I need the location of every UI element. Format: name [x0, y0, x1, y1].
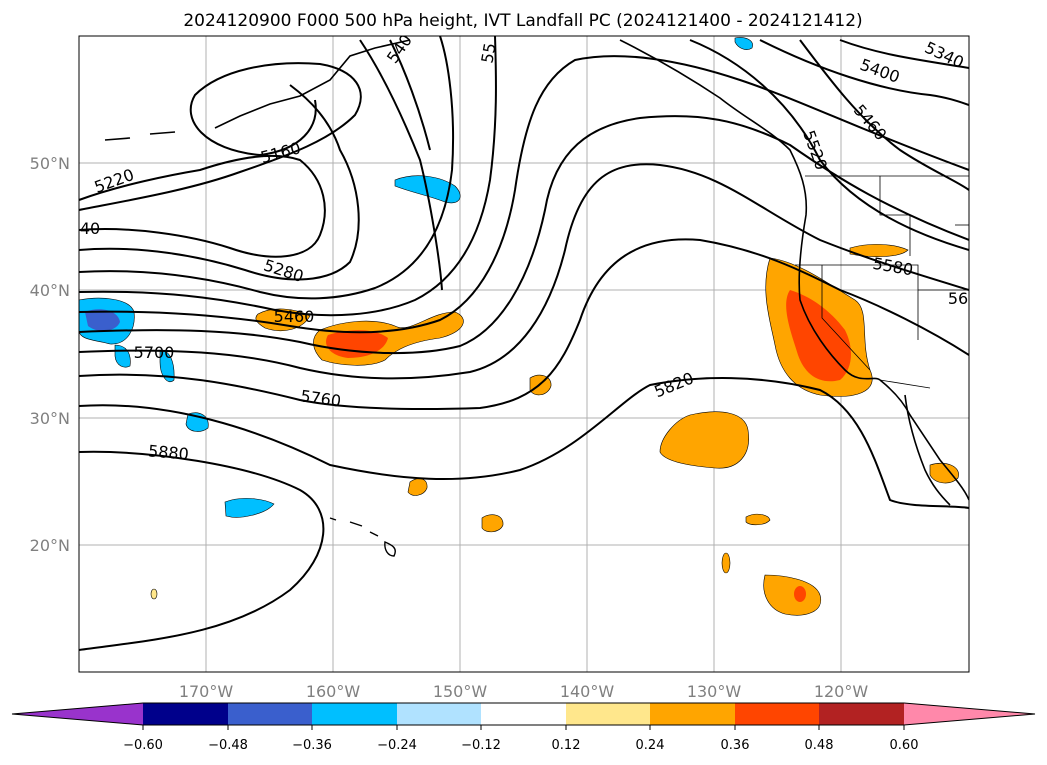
height-contour	[79, 238, 969, 411]
height-contour	[79, 36, 497, 317]
us-mexico-border	[879, 379, 931, 389]
height-contour	[79, 55, 969, 334]
lon-tick-label: 120°W	[814, 682, 869, 701]
state-border	[879, 176, 911, 256]
state-border	[795, 264, 919, 340]
height-contour	[79, 62, 362, 211]
ivt-positive-region	[763, 574, 822, 616]
ivt-positive-region	[659, 411, 749, 469]
ivt-positive-region	[326, 330, 388, 358]
colorbar: −0.60 −0.48 −0.36 −0.24 −0.12 0.12 0.24 …	[11, 702, 1036, 753]
ivt-positive-region	[481, 514, 504, 533]
colorbar-tick-label: 0.60	[890, 738, 919, 753]
height-contour	[839, 39, 969, 69]
contour-label: 5700	[134, 343, 175, 362]
lon-tick-labels: 170°W 160°W 150°W 140°W 130°W 120°W	[179, 682, 869, 701]
colorbar-tick-label: −0.60	[123, 738, 163, 753]
ivt-positive-region	[721, 552, 731, 574]
colorbar-tick-label: −0.36	[292, 738, 332, 753]
ivt-negative-region	[159, 349, 175, 382]
hawaii-islands	[329, 517, 396, 557]
colorbar-tick-label: 0.48	[805, 738, 834, 753]
colorbar-swatch	[397, 703, 481, 725]
colorbar-swatch	[312, 703, 397, 725]
contour-label: 55	[477, 41, 499, 64]
colorbar-tick-label: 0.24	[636, 738, 665, 753]
ivt-positive-region	[150, 588, 158, 600]
ivt-negative-region	[85, 309, 120, 331]
colorbar-tick-label: −0.48	[208, 738, 248, 753]
contour-label: 56	[948, 289, 968, 308]
colorbar-swatch	[904, 703, 1035, 725]
north-america-coast	[619, 39, 881, 381]
coastlines	[104, 39, 969, 506]
colorbar-tick-label: −0.24	[377, 738, 417, 753]
baja-coast	[904, 394, 951, 506]
hawaii-islands	[329, 517, 396, 557]
aleutian-islands	[104, 39, 411, 141]
height-contour	[79, 377, 969, 509]
ivt-positive-region	[794, 586, 806, 602]
height-contour	[759, 39, 969, 106]
height-contour	[79, 36, 455, 300]
colorbar-swatch	[566, 703, 650, 725]
lon-tick-label: 140°W	[560, 682, 615, 701]
map-frame	[78, 35, 970, 673]
colorbar-swatch	[481, 703, 566, 725]
lat-tick-labels: 50°N 40°N 30°N 20°N	[30, 154, 70, 555]
lat-tick-label: 20°N	[30, 536, 70, 555]
lon-tick-label: 170°W	[179, 682, 234, 701]
colorbar-ticks	[142, 725, 905, 730]
colorbar-tick-label: −0.12	[461, 738, 501, 753]
height-contour	[689, 39, 969, 251]
ivt-positive-region	[745, 513, 771, 526]
lon-tick-label: 160°W	[306, 682, 361, 701]
height-contour	[389, 39, 431, 151]
height-contour	[79, 163, 969, 380]
height-contour	[359, 39, 443, 291]
map-panel: 5400 5340 5460 5520 5580 5160 5220 5280 …	[78, 35, 970, 673]
california-border	[821, 265, 871, 371]
colorbar-tick-labels: −0.60 −0.48 −0.36 −0.24 −0.12 0.12 0.24 …	[123, 738, 918, 753]
colorbar-tick-label: 0.12	[552, 738, 581, 753]
colorbar-tick-label: 0.36	[721, 738, 750, 753]
height-contours	[79, 36, 969, 651]
colorbar-swatch	[12, 703, 143, 725]
lon-tick-label: 150°W	[433, 682, 488, 701]
height-contour	[79, 115, 969, 355]
ivt-negative-region	[734, 37, 753, 50]
lat-tick-label: 30°N	[30, 409, 70, 428]
lon-tick-label: 130°W	[687, 682, 742, 701]
height-contour	[79, 450, 325, 651]
colorbar-swatch	[228, 703, 312, 725]
colorbar-swatch	[143, 703, 228, 725]
height-contour	[79, 154, 326, 258]
lat-tick-label: 40°N	[30, 281, 70, 300]
ivt-negative-region	[224, 498, 275, 518]
contour-label: 40	[80, 219, 100, 238]
contour-label: 5880	[147, 441, 189, 463]
colorbar-swatch	[819, 703, 904, 725]
lat-tick-label: 50°N	[30, 154, 70, 173]
map-title: 2024120900 F000 500 hPa height, IVT Land…	[183, 11, 862, 31]
colorbar-swatch	[650, 703, 735, 725]
mexico-coast	[879, 379, 969, 501]
contour-label: 5460	[274, 307, 315, 326]
height-contour	[799, 39, 969, 191]
colorbar-swatch	[735, 703, 819, 725]
